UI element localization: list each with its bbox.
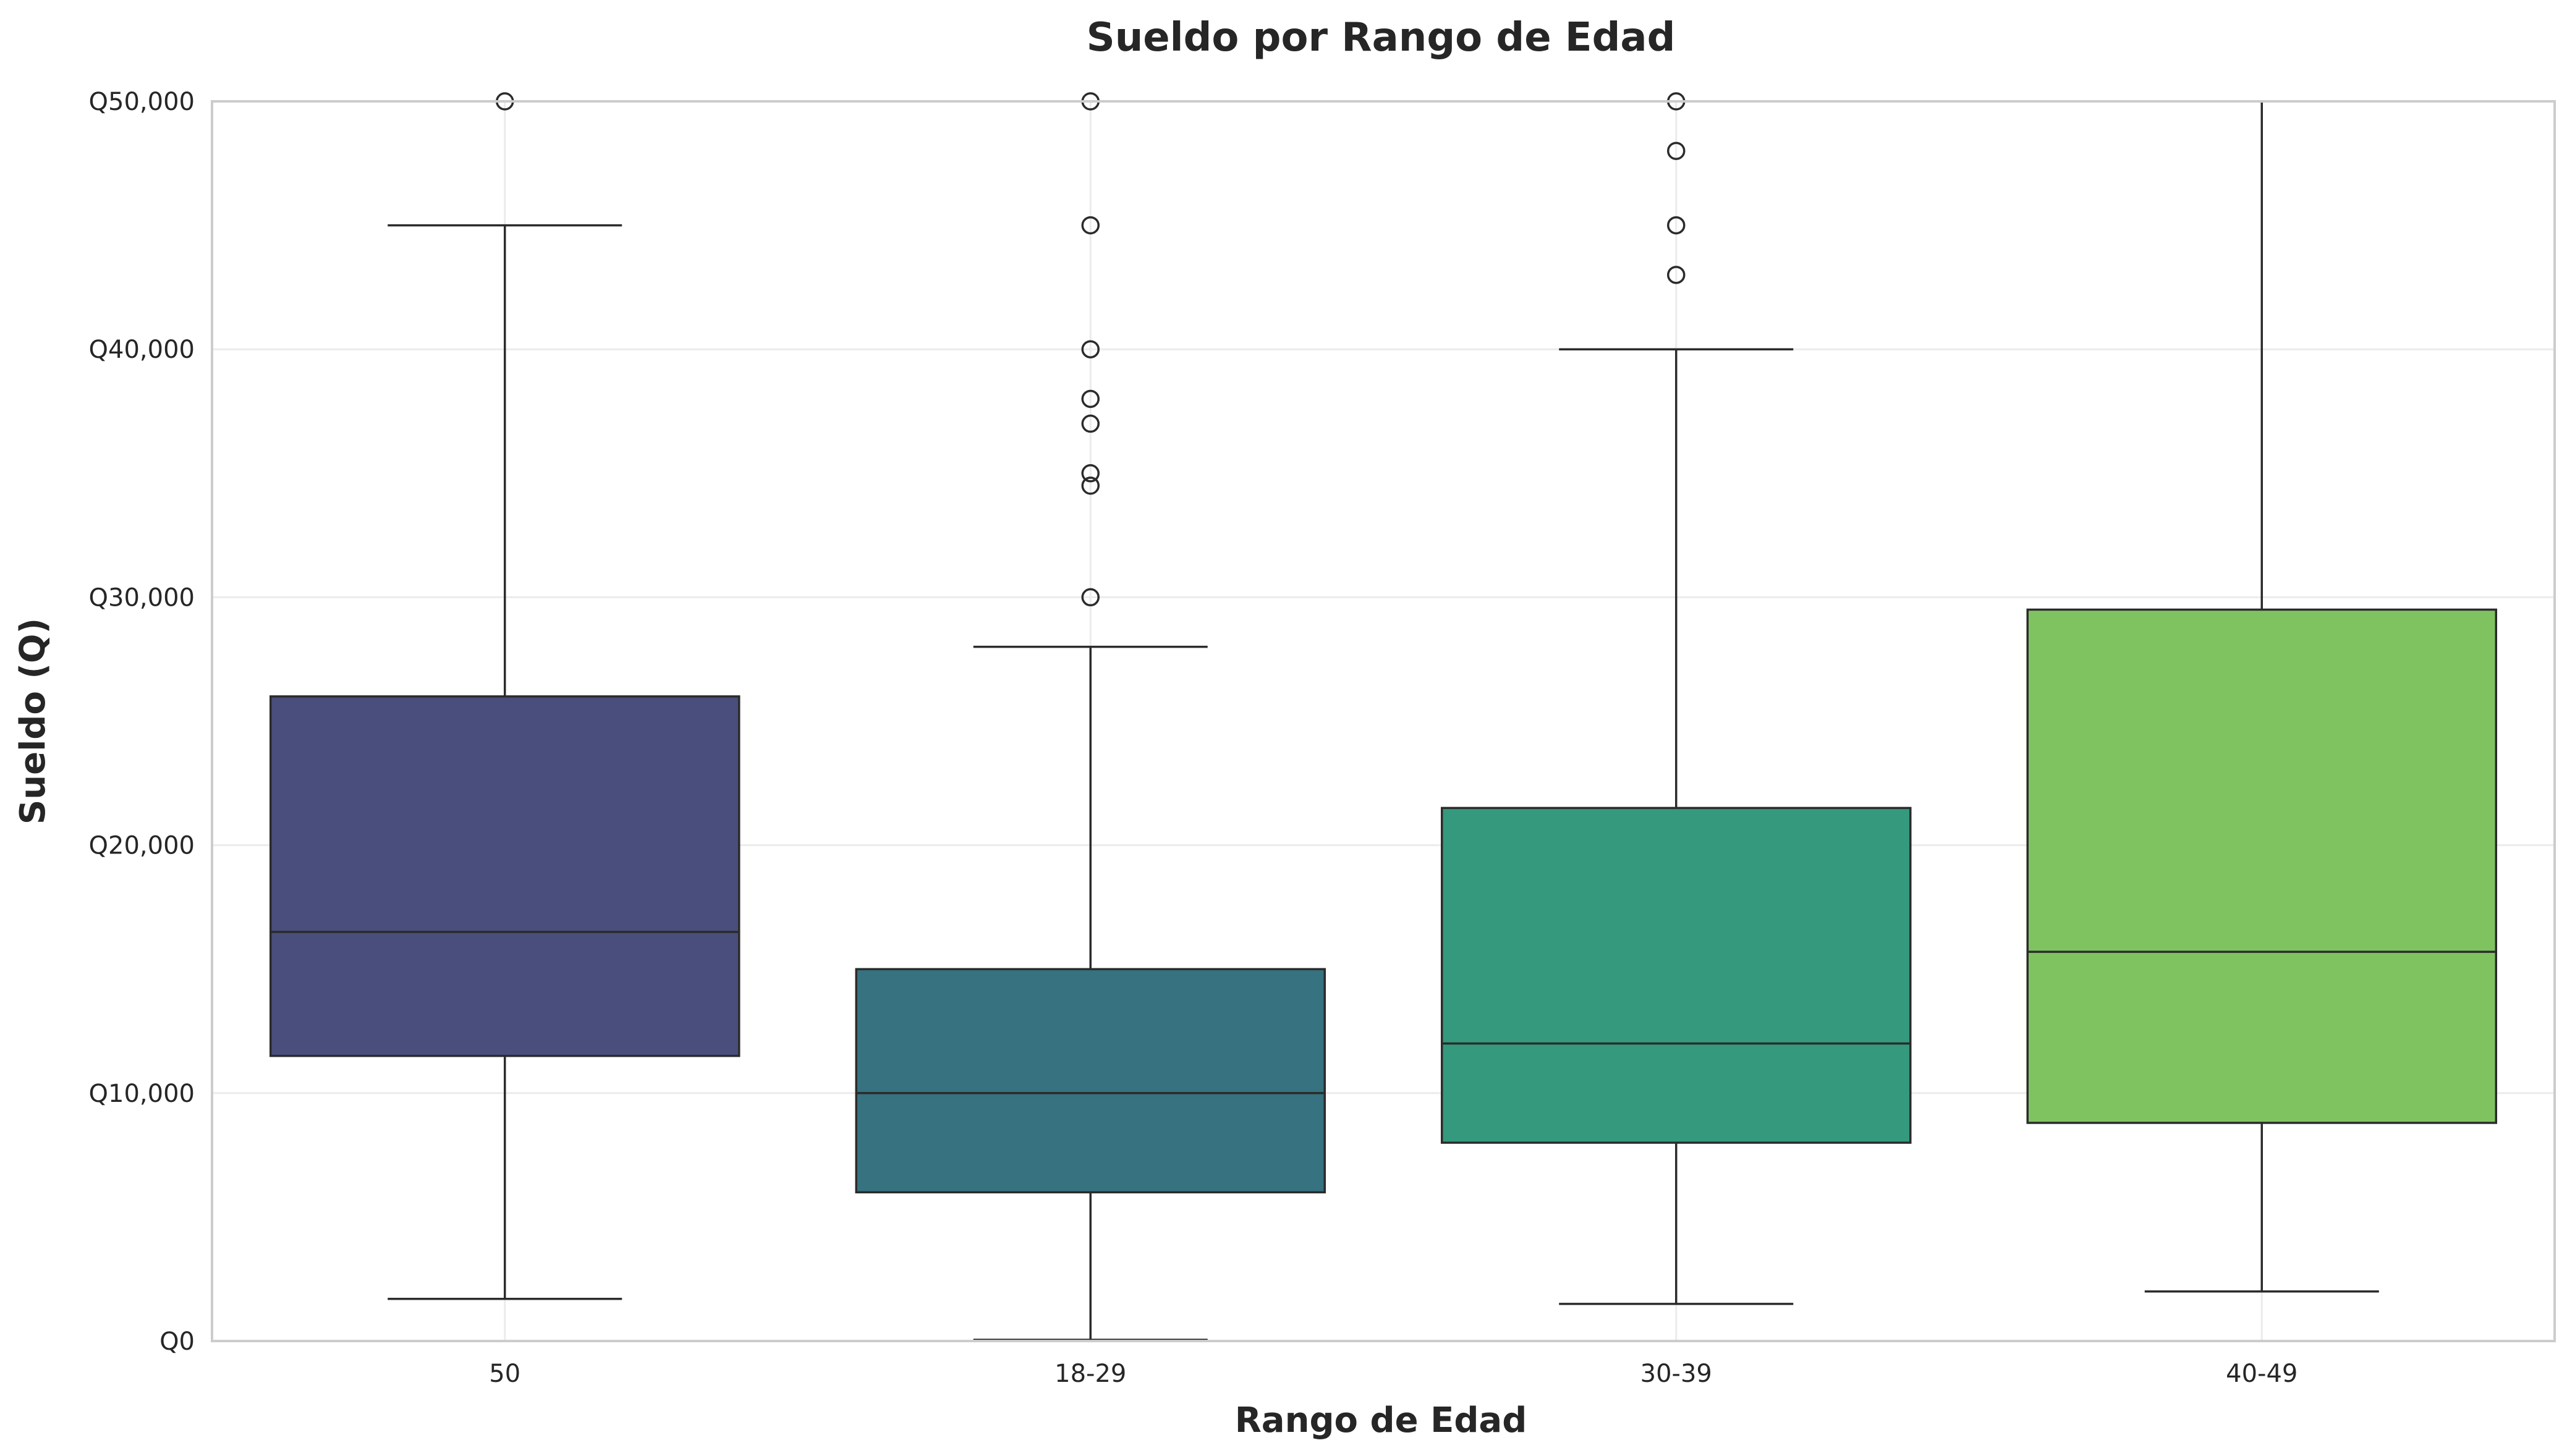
y-tick-label: Q0 (159, 1327, 195, 1356)
box-group-50 (269, 92, 740, 1300)
outlier-point (1081, 216, 1100, 235)
y-tick-label: Q50,000 (89, 88, 195, 116)
x-axis-label: Rango de Edad (1235, 1400, 1527, 1441)
plot-frame (211, 100, 2556, 1342)
outlier-point (1667, 142, 1686, 160)
outlier-point (1667, 266, 1686, 284)
x-tick-label: 30-39 (1640, 1360, 1712, 1388)
y-tick-label: Q40,000 (89, 336, 195, 364)
x-tick-label: 50 (489, 1360, 520, 1388)
box-iqr (855, 968, 1326, 1194)
y-tick-label: Q30,000 (89, 583, 195, 612)
y-axis-label: Sueldo (Q) (13, 618, 53, 824)
outlier-point (1081, 414, 1100, 433)
outlier-point (1081, 464, 1100, 483)
x-tick-label: 40-49 (2226, 1360, 2298, 1388)
y-tick-label: Q20,000 (89, 832, 195, 860)
chart-title: Sueldo por Rango de Edad (1087, 15, 1676, 61)
outlier-point (1081, 476, 1100, 495)
box-group-30-39 (1441, 92, 1912, 1305)
outlier-point (1081, 340, 1100, 358)
x-tick-label: 18-29 (1054, 1360, 1126, 1388)
box-iqr (1441, 806, 1912, 1144)
box-group-18-29 (855, 92, 1326, 1341)
outlier-point (1081, 389, 1100, 408)
tick-layer: Q0 Q10,000 Q20,000 Q30,000 Q40,000 Q50,000 50 1… (89, 88, 2298, 1388)
box-iqr (269, 695, 740, 1057)
y-tick-label: Q10,000 (89, 1080, 195, 1108)
outlier-point (1081, 588, 1100, 607)
outlier-point (1667, 216, 1686, 235)
box-group-40-49 (2026, 100, 2497, 1293)
box-iqr (2026, 608, 2497, 1124)
box-layer (269, 92, 2497, 1341)
